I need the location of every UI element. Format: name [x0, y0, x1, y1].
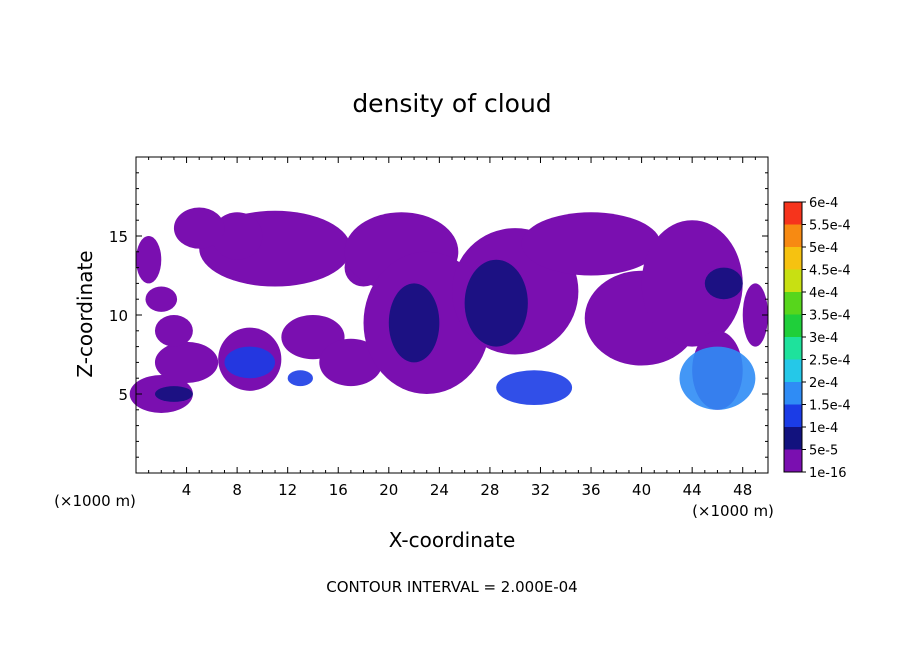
cloud-base-blob — [173, 207, 225, 249]
cloud-density-region — [704, 267, 743, 300]
colorbar-label: 1.5e-4 — [809, 399, 851, 414]
colorbar-swatch — [784, 404, 802, 427]
x-tick-label: 28 — [480, 481, 499, 499]
cloud-density-region — [154, 386, 193, 402]
x-tick-label: 4 — [182, 481, 192, 499]
colorbar-label: 2e-4 — [809, 376, 838, 391]
x-tick-label: 8 — [232, 481, 242, 499]
x-tick-label: 44 — [683, 481, 702, 499]
x-unit-label-left: (×1000 m) — [54, 492, 136, 510]
x-tick-label: 24 — [430, 481, 449, 499]
x-axis-ticks: 4 8 12 16 20 24 28 32 36 40 44 48 — [148, 157, 756, 499]
colorbar-swatch — [784, 202, 802, 225]
y-tick-label: 5 — [118, 386, 128, 404]
cloud-density-region — [679, 346, 756, 410]
x-tick-label: 20 — [379, 481, 398, 499]
cloud-density-region — [464, 259, 528, 347]
cloud-base-blob — [319, 338, 383, 387]
cloud-density-region — [388, 283, 440, 363]
colorbar-swatch — [784, 269, 802, 292]
y-tick-label: 10 — [109, 307, 128, 325]
cloud-base-blob — [136, 236, 162, 284]
x-axis-label: X-coordinate — [389, 528, 516, 552]
x-unit-label-right: (×1000 m) — [692, 502, 774, 520]
cloud-density-region — [287, 370, 313, 387]
x-tick-label: 12 — [278, 481, 297, 499]
colorbar-label: 1e-4 — [809, 421, 838, 436]
y-axis-label: Z-coordinate — [73, 250, 97, 377]
colorbar: 1e-16 5e-5 1e-4 1.5e-4 2e-4 2.5e-4 3e-4 3.5e-4 4… — [783, 196, 851, 481]
colorbar-label: 5e-4 — [809, 241, 838, 256]
colorbar-label: 3.5e-4 — [809, 309, 851, 324]
x-tick-label: 16 — [329, 481, 348, 499]
cloud-base-blob — [641, 220, 743, 347]
colorbar-swatch — [784, 449, 802, 472]
cloud-base-blob — [154, 315, 193, 347]
colorbar-swatch — [784, 292, 802, 315]
colorbar-label: 2.5e-4 — [809, 354, 851, 369]
cloud-base-blob — [154, 341, 219, 383]
cloud-density-region — [496, 370, 573, 406]
y-tick-label: 15 — [109, 228, 128, 246]
colorbar-swatch — [784, 359, 802, 382]
colorbar-swatch — [784, 337, 802, 360]
x-tick-label: 40 — [632, 481, 651, 499]
x-tick-label: 48 — [733, 481, 752, 499]
colorbar-label: 1e-16 — [809, 466, 847, 481]
y-axis-ticks: 5 10 15 — [109, 172, 768, 458]
colorbar-label: 3e-4 — [809, 331, 838, 346]
colorbar-label: 4.5e-4 — [809, 264, 851, 279]
colorbar-label: 6e-4 — [809, 196, 838, 211]
colorbar-swatch — [784, 224, 802, 247]
cloud-base-blob — [211, 212, 263, 260]
cloud-base-blob — [145, 286, 178, 312]
colorbar-swatch — [784, 382, 802, 405]
cloud-base-blob — [742, 283, 768, 347]
colorbar-swatch — [784, 427, 802, 450]
colorbar-swatch — [784, 314, 802, 337]
colorbar-label: 5e-5 — [809, 444, 838, 459]
colorbar-label: 4e-4 — [809, 286, 838, 301]
x-tick-label: 32 — [531, 481, 550, 499]
cloud-base-blob — [521, 212, 661, 276]
colorbar-swatch — [784, 247, 802, 270]
x-tick-label: 36 — [581, 481, 600, 499]
colorbar-label: 5.5e-4 — [809, 219, 851, 234]
chart-title: density of cloud — [352, 89, 551, 118]
cloud-density-region — [224, 346, 276, 379]
contour-interval-footer: CONTOUR INTERVAL = 2.000E-04 — [326, 578, 577, 596]
cloud-field — [129, 207, 768, 413]
